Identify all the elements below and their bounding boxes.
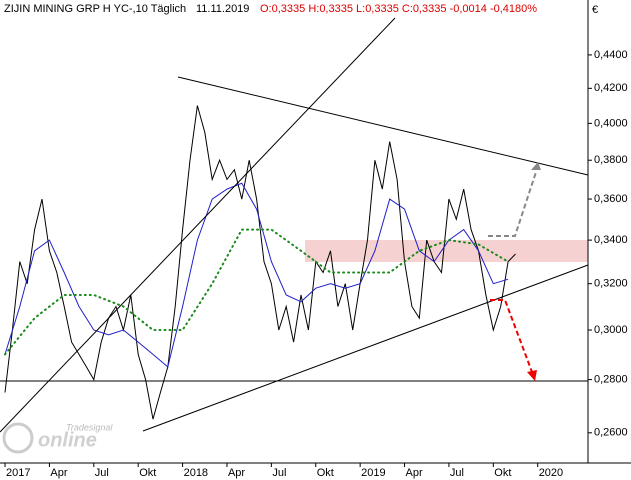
series-line xyxy=(4,228,510,356)
x-tick-label: Jul xyxy=(272,467,286,479)
chart-title: ZIJIN MINING GRP H YC-,10 Täglich xyxy=(4,3,186,15)
x-tick-label: 2017 xyxy=(6,467,30,479)
trendline xyxy=(177,76,589,176)
down-arrow xyxy=(490,299,537,381)
watermark-brand: Tradesignal xyxy=(66,422,113,432)
series-line xyxy=(4,105,516,420)
x-tick-label: Jul xyxy=(95,467,109,479)
x-tick-label: Okt xyxy=(317,467,334,479)
trendlines xyxy=(0,17,589,433)
arrow-head xyxy=(527,370,537,381)
y-tick-label: 0,3800 xyxy=(594,154,628,166)
y-tick-label: 0,3000 xyxy=(594,324,628,336)
arrow-path xyxy=(490,299,533,373)
series-line xyxy=(4,182,509,368)
y-tick-label: 0,4400 xyxy=(594,49,628,61)
x-tick-label: 2019 xyxy=(361,467,385,479)
quote: O:0,3335 H:0,3335 L:0,3335 C:0,3335 -0,0… xyxy=(260,3,537,15)
x-tick-label: 2020 xyxy=(539,467,563,479)
x-tick-label: Okt xyxy=(139,467,156,479)
x-tick-label: 2018 xyxy=(184,467,208,479)
y-tick-label: 0,3200 xyxy=(594,278,628,290)
resistance-zone xyxy=(305,240,588,262)
trendline xyxy=(142,264,589,432)
x-tick-label: Apr xyxy=(228,467,245,479)
logo-ring xyxy=(2,422,34,454)
y-tick-label: 0,4000 xyxy=(594,117,628,129)
x-tick-label: Jul xyxy=(450,467,464,479)
chart-date: 11.11.2019 xyxy=(196,3,249,15)
arrow-path xyxy=(488,171,537,237)
x-tick-label: Apr xyxy=(406,467,423,479)
x-tick-label: Okt xyxy=(494,467,511,479)
watermark: online xyxy=(38,429,97,451)
trendline xyxy=(0,17,396,433)
y-tick-label: 0,2800 xyxy=(594,373,628,385)
series-group xyxy=(4,105,516,420)
y-tick-label: 0,4200 xyxy=(594,82,628,94)
y-axis-label: € xyxy=(592,4,598,16)
y-tick-label: 0,3600 xyxy=(594,193,628,205)
x-tick-label: Apr xyxy=(50,467,67,479)
watermark-logo xyxy=(2,422,34,454)
arrow-head xyxy=(531,162,541,170)
y-tick-label: 0,2600 xyxy=(594,427,628,439)
y-tick-label: 0,3400 xyxy=(594,234,628,246)
up-arrow xyxy=(488,162,541,237)
